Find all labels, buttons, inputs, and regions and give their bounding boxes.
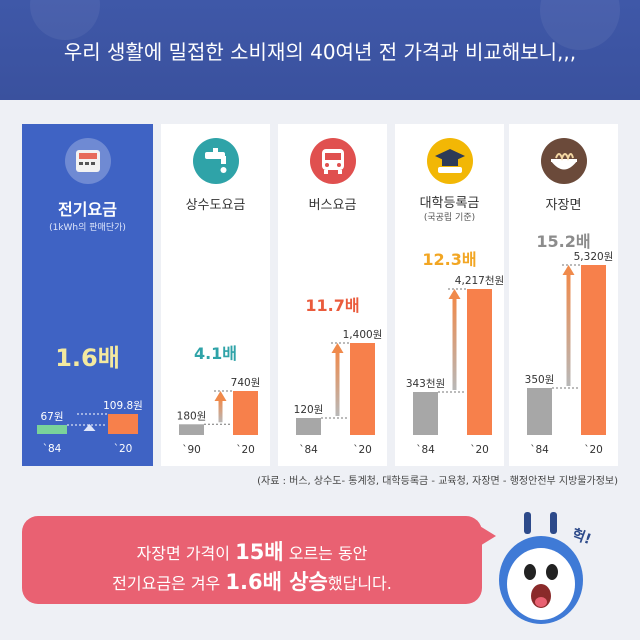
arrow-head [214, 391, 227, 401]
page-title: 우리 생활에 밀접한 소비재의 40여년 전 가격과 비교해보니,,, [63, 40, 577, 64]
ratio-label: 1.6배 [55, 344, 120, 372]
graduation-cap-icon-glyph [434, 149, 465, 173]
x-tick-label: `84 [43, 443, 62, 455]
noodle-bowl-icon [540, 138, 587, 184]
value-label-new: 4,217천원 [455, 275, 504, 287]
ratio-label: 11.7배 [305, 296, 360, 315]
meter-icon [64, 138, 111, 184]
bar-plot: 343천원 4,217천원 `84 `20 [406, 275, 504, 456]
summary-line-2: 전기요금은 겨우 1.6배 상승했답니다. [22, 566, 482, 596]
bubble-tail [470, 520, 496, 552]
graduation-cap-icon [426, 138, 473, 184]
value-label-new: 5,320원 [574, 251, 614, 263]
bar-new [233, 391, 258, 435]
bar-old [296, 418, 321, 435]
arrow-shaft [218, 399, 223, 423]
faucet-icon-glyph [204, 148, 226, 173]
summary-line-1: 자장면 가격이 15배 오르는 동안 [22, 536, 482, 566]
header-banner: 우리 생활에 밀접한 소비재의 40여년 전 가격과 비교해보니,,, [0, 0, 640, 100]
bar-new [350, 343, 375, 435]
category-subtitle: (국공립 기준) [423, 213, 476, 223]
arrow-head [448, 289, 461, 299]
value-label-old: 67원 [40, 411, 63, 423]
value-label-new: 740원 [231, 377, 261, 389]
value-label-old: 350원 [525, 374, 555, 386]
bar-old [527, 388, 552, 435]
plug-mascot: 헉! [499, 512, 594, 624]
summary-highlight: 1.6배 상승 [225, 570, 328, 594]
category-title: 전기요금 [58, 200, 117, 219]
meter-icon-glyph [75, 150, 100, 172]
ratio-label: 15.2배 [536, 232, 591, 251]
bus-icon-glyph [321, 149, 344, 174]
value-label-new: 109.8원 [103, 400, 143, 412]
card-bus: 버스요금 11.7배 120원 1,400원 `84 `20 [278, 124, 387, 466]
x-tick-label: `20 [353, 444, 372, 456]
category-title: 상수도요금 [185, 198, 246, 213]
bar-old [179, 424, 204, 435]
arrow-shaft [335, 351, 340, 416]
exclaim-text: 헉! [570, 525, 594, 548]
bar-plot: 120원 1,400원 `84 `20 [294, 329, 383, 456]
arrow-shaft [566, 273, 571, 386]
card-jajangmyeon: 자장면 15.2배 350원 5,320원 `84 `20 [509, 124, 618, 466]
category-title: 자장면 [545, 198, 582, 213]
summary-text: 자장면 가격이 [136, 544, 230, 563]
bar-plot: 350원 5,320원 `84 `20 [525, 251, 614, 456]
category-subtitle: (1kWh의 판매단가) [49, 223, 126, 233]
card-tuition: 대학등록금 (국공립 기준) 12.3배 343천원 4,217천원 `84 `20 [395, 124, 504, 466]
x-tick-label: `20 [114, 443, 133, 455]
ratio-label: 4.1배 [193, 344, 238, 363]
source-note: (자료 : 버스, 상수도- 통계청, 대학등록금 - 교육청, 자장면 - 행… [257, 476, 618, 487]
x-tick-label: `20 [236, 444, 255, 456]
bar-plot: 180원 740원 `90 `20 [177, 377, 261, 456]
summary-bubble: 자장면 가격이 15배 오르는 동안 전기요금은 겨우 1.6배 상승했답니다. [22, 516, 482, 604]
noodle-bowl-icon-glyph [550, 153, 577, 170]
summary-highlight: 15배 [235, 540, 284, 564]
ratio-label: 12.3배 [422, 250, 477, 269]
x-tick-label: `20 [584, 444, 603, 456]
category-title: 대학등록금 [419, 196, 480, 211]
bar-new [581, 265, 606, 435]
bar-new [467, 289, 492, 435]
arrow-head [562, 265, 575, 275]
summary-text: 전기요금은 겨우 [112, 574, 221, 593]
card-electricity: 전기요금 (1kWh의 판매단가) 1.6배 67원 109.8원 `84 `20 [22, 124, 153, 466]
x-tick-label: `84 [299, 444, 318, 456]
bar-plot: 67원 109.8원 `84 `20 [37, 400, 143, 455]
comparison-charts: 전기요금 (1kWh의 판매단가) 1.6배 67원 109.8원 `84 `20 상… [22, 124, 618, 466]
value-label-old: 120원 [294, 404, 324, 416]
value-label-old: 343천원 [406, 378, 445, 390]
bar-old [413, 392, 438, 435]
value-label-new: 1,400원 [343, 329, 383, 341]
x-tick-label: `20 [470, 444, 489, 456]
arrow-head [331, 343, 344, 353]
bar-old [37, 425, 67, 434]
summary-text: 했답니다. [327, 574, 392, 593]
category-title: 버스요금 [308, 198, 357, 213]
bar-new [108, 414, 138, 434]
card-water: 상수도요금 4.1배 180원 740원 `90 `20 [161, 124, 270, 466]
x-tick-label: `84 [530, 444, 549, 456]
x-tick-label: `90 [182, 444, 201, 456]
arrow-head [83, 424, 96, 431]
value-label-old: 180원 [177, 410, 207, 422]
faucet-icon [192, 138, 239, 184]
bus-icon [309, 138, 356, 184]
arrow-shaft [452, 297, 457, 390]
bolt-bg-left [30, 0, 100, 40]
summary-text: 오르는 동안 [288, 544, 368, 563]
x-tick-label: `84 [416, 444, 435, 456]
